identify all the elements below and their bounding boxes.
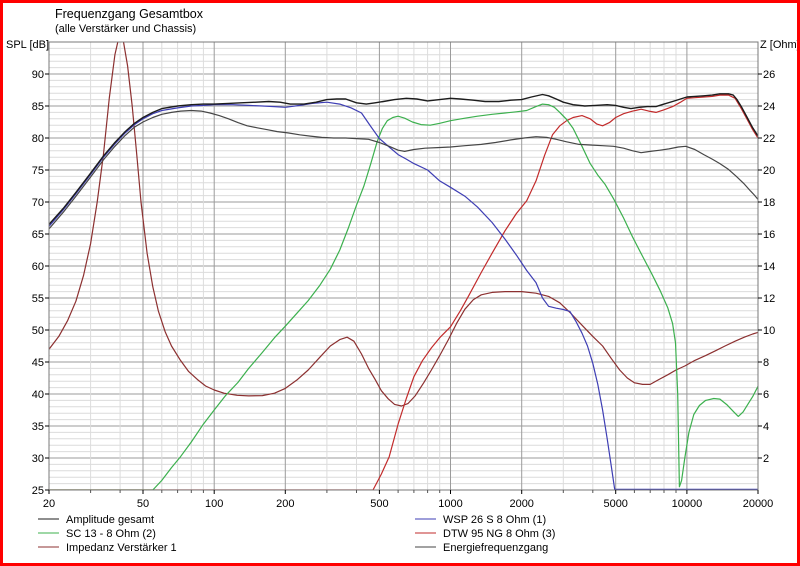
chart-title: Frequenzgang Gesamtbox bbox=[55, 7, 204, 21]
x-tick-label: 2000 bbox=[509, 498, 533, 510]
x-tick-label: 200 bbox=[276, 498, 294, 510]
tick-marks bbox=[45, 73, 762, 494]
legend-item: Energiefrequenzgang bbox=[415, 542, 548, 554]
right-tick-label: 6 bbox=[763, 389, 769, 401]
left-tick-label: 85 bbox=[32, 101, 44, 113]
legend-label: Amplitude gesamt bbox=[66, 514, 154, 526]
right-axis-labels: 26 24 22 20 18 16 14 12 10 8 6 4 2 bbox=[763, 69, 775, 465]
legend-label: Energiefrequenzgang bbox=[443, 542, 548, 554]
left-tick-label: 60 bbox=[32, 261, 44, 273]
legend-item: Impedanz Verstärker 1 bbox=[38, 542, 177, 554]
series-sc-13-8-ohm-2 bbox=[49, 103, 758, 490]
left-axis-unit-label: SPL [dB] bbox=[6, 39, 49, 51]
legend-label: Impedanz Verstärker 1 bbox=[66, 542, 177, 554]
curves bbox=[49, 42, 758, 490]
right-tick-label: 14 bbox=[763, 261, 775, 273]
series-energiefrequenzgang bbox=[49, 109, 758, 230]
x-tick-label: 20000 bbox=[743, 498, 774, 510]
left-tick-label: 75 bbox=[32, 165, 44, 177]
right-tick-label: 22 bbox=[763, 133, 775, 145]
right-tick-label: 8 bbox=[763, 357, 769, 369]
x-tick-label: 10000 bbox=[672, 498, 703, 510]
chart-subtitle: (alle Verstärker und Chassis) bbox=[55, 23, 196, 35]
series-wsp-26-s-8-ohm-1 bbox=[49, 101, 758, 490]
x-tick-label: 500 bbox=[370, 498, 388, 510]
right-tick-label: 10 bbox=[763, 325, 775, 337]
series-dtw-95-ng-8-ohm-3 bbox=[49, 94, 758, 490]
right-tick-label: 16 bbox=[763, 229, 775, 241]
right-tick-label: 2 bbox=[763, 453, 769, 465]
legend-label: SC 13 - 8 Ohm (2) bbox=[66, 528, 156, 540]
right-tick-label: 18 bbox=[763, 197, 775, 209]
frequency-response-chart: Frequenzgang Gesamtbox (alle Verstärker … bbox=[6, 7, 797, 554]
x-tick-label: 5000 bbox=[603, 498, 627, 510]
left-tick-label: 55 bbox=[32, 293, 44, 305]
left-tick-label: 50 bbox=[32, 325, 44, 337]
left-tick-label: 80 bbox=[32, 133, 44, 145]
right-tick-label: 12 bbox=[763, 293, 775, 305]
legend-item: SC 13 - 8 Ohm (2) bbox=[38, 528, 156, 540]
left-tick-label: 30 bbox=[32, 453, 44, 465]
right-tick-label: 24 bbox=[763, 101, 775, 113]
gridlines bbox=[49, 42, 758, 490]
left-tick-label: 25 bbox=[32, 485, 44, 497]
x-tick-label: 50 bbox=[137, 498, 149, 510]
left-axis-labels: 90 85 80 75 70 65 60 55 50 45 40 35 30 25 bbox=[32, 69, 44, 497]
x-tick-label: 20 bbox=[43, 498, 55, 510]
legend-item: Amplitude gesamt bbox=[38, 514, 154, 526]
x-tick-label: 100 bbox=[205, 498, 223, 510]
x-axis-labels: 20 50 100 200 500 1000 2000 5000 10000 20000 bbox=[43, 498, 773, 510]
legend-label: WSP 26 S 8 Ohm (1) bbox=[443, 514, 546, 526]
legend-item: DTW 95 NG 8 Ohm (3) bbox=[415, 528, 555, 540]
right-tick-label: 4 bbox=[763, 421, 769, 433]
legend-item: WSP 26 S 8 Ohm (1) bbox=[415, 514, 546, 526]
series-amplitude-gesamt bbox=[49, 93, 758, 226]
right-tick-label: 20 bbox=[763, 165, 775, 177]
series-impedanz-verst-rker-1 bbox=[49, 42, 758, 407]
legend: Amplitude gesamt SC 13 - 8 Ohm (2) Impedan… bbox=[38, 514, 555, 554]
left-tick-label: 70 bbox=[32, 197, 44, 209]
right-axis-unit-label: Z [Ohm] bbox=[760, 39, 797, 51]
left-tick-label: 35 bbox=[32, 421, 44, 433]
x-tick-label: 1000 bbox=[438, 498, 462, 510]
left-tick-label: 40 bbox=[32, 389, 44, 401]
left-tick-label: 65 bbox=[32, 229, 44, 241]
right-tick-label: 26 bbox=[763, 69, 775, 81]
legend-label: DTW 95 NG 8 Ohm (3) bbox=[443, 528, 555, 540]
left-tick-label: 45 bbox=[32, 357, 44, 369]
left-tick-label: 90 bbox=[32, 69, 44, 81]
